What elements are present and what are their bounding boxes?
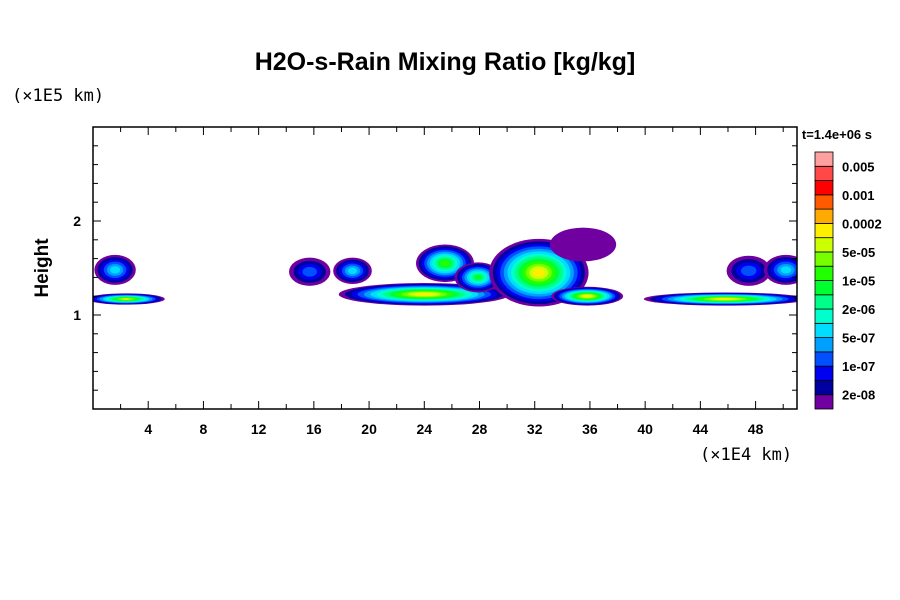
contour-level-3 <box>302 266 317 277</box>
colorbar-swatch <box>814 322 834 339</box>
y-tick-label: 2 <box>73 213 81 229</box>
colorbar-swatch <box>814 251 834 267</box>
colorbar-swatch <box>814 165 834 181</box>
contour-level-11 <box>121 298 132 301</box>
colorbar-swatch <box>814 151 834 167</box>
colorbar-label: 5e-07 <box>842 331 875 346</box>
cloud-50 <box>763 254 797 285</box>
time-label: t=1.4e+06 s <box>802 127 872 142</box>
colorbar-swatch <box>814 222 834 239</box>
y-tick-label: 1 <box>73 307 81 323</box>
rain-band-right <box>643 292 797 306</box>
colorbar-swatch <box>814 208 834 224</box>
colorbar-label: 2e-08 <box>842 388 875 403</box>
colorbar-label: 0.0002 <box>842 216 882 231</box>
ice-wisps <box>549 227 617 262</box>
contour-level-12 <box>533 268 545 277</box>
colorbar-swatch <box>814 337 834 353</box>
x-tick-label: 32 <box>527 421 543 437</box>
x-tick-label: 8 <box>200 421 208 437</box>
x-tick-label: 20 <box>361 421 377 437</box>
cloud-19 <box>333 257 372 284</box>
colorbar-swatch <box>814 194 834 210</box>
plot-frame <box>92 126 798 410</box>
colorbar-swatch <box>814 237 834 253</box>
contour-level-5 <box>347 267 358 275</box>
colorbar-swatch <box>814 351 834 367</box>
contour-level-8 <box>474 274 483 280</box>
contour-level-3 <box>741 265 757 277</box>
contour-level-9 <box>440 260 450 267</box>
colorbar-swatch <box>814 280 834 296</box>
cloud-47 <box>726 255 771 286</box>
colorbar-swatch <box>814 380 834 396</box>
contour-level-12 <box>414 292 435 296</box>
y-axis-label: Height <box>32 238 53 298</box>
colorbar-label: 5e-05 <box>842 245 875 260</box>
colorbar-label: 1e-05 <box>842 274 875 289</box>
contour-level-5 <box>780 266 792 274</box>
colorbar-label: 2e-06 <box>842 302 875 317</box>
y-unit-label: (×1E5 km) <box>12 86 105 106</box>
rain-band-center <box>338 283 510 306</box>
contour-level-0 <box>549 227 617 262</box>
x-tick-label: 44 <box>693 421 709 437</box>
x-tick-label: 16 <box>306 421 322 437</box>
colorbar: 2e-08 1e-07 5e-07 2e-06 1e-05 5e-05 0.0002 0.00… <box>814 151 882 410</box>
x-tick-label: 28 <box>472 421 488 437</box>
colorbar-swatch <box>814 308 834 324</box>
x-tick-label: 40 <box>637 421 653 437</box>
colorbar-swatch <box>814 394 834 410</box>
contour-level-12 <box>715 298 735 301</box>
x-unit-label: (×1E4 km) <box>700 445 793 465</box>
x-tick-label: 12 <box>251 421 267 437</box>
rain-band-35 <box>551 286 624 306</box>
cloud-28 <box>454 262 502 293</box>
x-tick-label: 36 <box>582 421 598 437</box>
colorbar-swatch <box>814 365 834 381</box>
x-tick-label: 24 <box>417 421 433 437</box>
colorbar-label: 0.005 <box>842 159 875 174</box>
colorbar-swatch <box>814 180 834 196</box>
rain-band-left <box>93 293 165 305</box>
colorbar-label: 1e-07 <box>842 359 875 374</box>
colorbar-swatch <box>814 294 834 310</box>
cloud-left <box>94 254 136 285</box>
colorbar-swatch <box>814 265 834 281</box>
colorbar-label: 0.001 <box>842 188 875 203</box>
x-tick-label: 4 <box>144 421 152 437</box>
contour-level-5 <box>110 266 121 274</box>
x-tick-label: 48 <box>748 421 764 437</box>
chart-title: H2O-s-Rain Mixing Ratio [kg/kg] <box>254 48 636 76</box>
contour-level-12 <box>582 295 592 298</box>
contour-fills <box>93 227 797 307</box>
cloud-16 <box>289 257 331 286</box>
